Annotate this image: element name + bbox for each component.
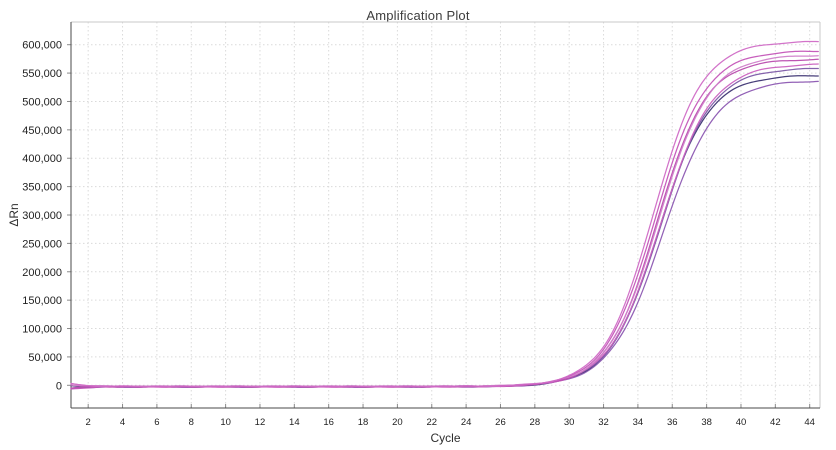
y-tick-label: 100,000 bbox=[22, 324, 62, 336]
y-tick-label: 400,000 bbox=[22, 153, 62, 165]
plot-border bbox=[70, 21, 821, 409]
x-tick-label: 38 bbox=[701, 417, 712, 428]
x-tick-label: 14 bbox=[289, 417, 300, 428]
y-tick-label: 550,000 bbox=[22, 68, 62, 80]
y-tick-label: 250,000 bbox=[22, 238, 62, 250]
x-tick-label: 10 bbox=[220, 417, 231, 428]
y-tick-label: 500,000 bbox=[22, 96, 62, 108]
y-tick-labels: 0 50,000 100,000 150,000 200,000 250,000 300,0… bbox=[22, 40, 62, 393]
x-tick-label: 22 bbox=[426, 417, 437, 428]
x-tick-label: 18 bbox=[358, 417, 369, 428]
x-tick-label: 40 bbox=[736, 417, 747, 428]
x-tick-label: 24 bbox=[461, 417, 472, 428]
y-tick-label: 200,000 bbox=[22, 267, 62, 279]
x-tick-label: 16 bbox=[323, 417, 334, 428]
amplification-curves bbox=[70, 40, 819, 390]
x-tick-label: 36 bbox=[667, 417, 678, 428]
chart-title: Amplification Plot bbox=[366, 8, 470, 23]
x-tick-label: 4 bbox=[120, 417, 125, 428]
x-tick-label: 26 bbox=[495, 417, 506, 428]
axis-ticks bbox=[67, 44, 811, 408]
y-tick-label: 150,000 bbox=[22, 295, 62, 307]
y-tick-label: 600,000 bbox=[22, 40, 62, 52]
x-tick-label: 42 bbox=[770, 417, 781, 428]
y-tick-label: 300,000 bbox=[22, 210, 62, 222]
y-tick-label: 350,000 bbox=[22, 182, 62, 194]
x-tick-label: 30 bbox=[564, 417, 575, 428]
x-tick-label: 32 bbox=[598, 417, 609, 428]
x-tick-label: 34 bbox=[633, 417, 644, 428]
x-tick-label: 44 bbox=[804, 417, 815, 428]
y-tick-label: 50,000 bbox=[28, 352, 62, 364]
amplification-curve-3 bbox=[70, 55, 819, 388]
x-tick-labels: 2 4 6 8 10 12 14 16 18 20 22 24 26 28 30 32 34 36 38 40 42 44 bbox=[86, 417, 815, 428]
y-tick-label: 450,000 bbox=[22, 125, 62, 137]
amplification-curve-1 bbox=[70, 40, 819, 388]
x-tick-label: 12 bbox=[255, 417, 266, 428]
x-axis-label: Cycle bbox=[430, 431, 461, 445]
gridlines bbox=[71, 22, 820, 408]
x-tick-label: 6 bbox=[154, 417, 159, 428]
x-tick-label: 28 bbox=[530, 417, 541, 428]
y-tick-label: 0 bbox=[56, 380, 62, 392]
x-tick-label: 8 bbox=[189, 417, 194, 428]
x-tick-label: 2 bbox=[86, 417, 91, 428]
x-tick-label: 20 bbox=[392, 417, 403, 428]
